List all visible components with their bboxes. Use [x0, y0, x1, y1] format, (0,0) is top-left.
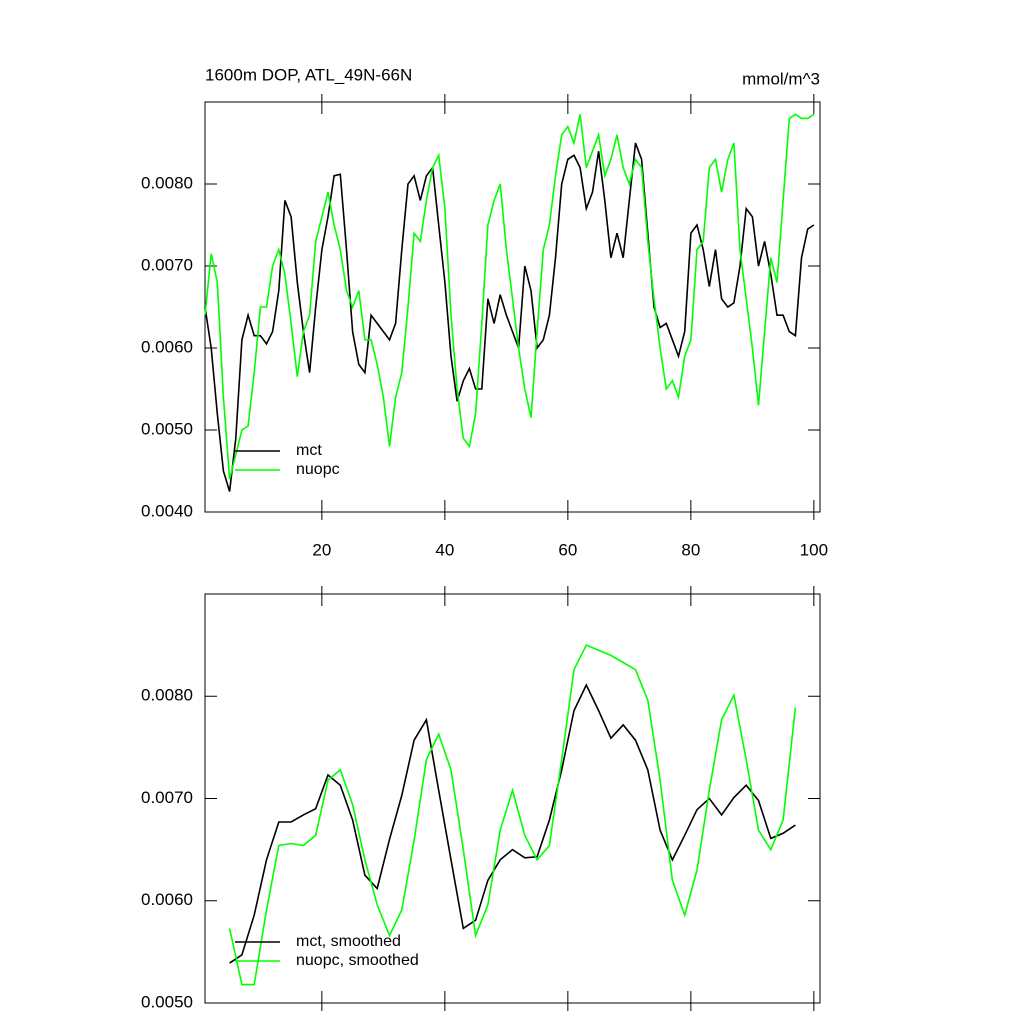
x-tick-label: 80 [681, 540, 700, 559]
legend-label: mct, smoothed [296, 933, 401, 950]
legend-label: mct [296, 442, 322, 459]
y-tick-label: 0.0080 [141, 686, 193, 705]
y-tick-label: 0.0060 [141, 890, 193, 909]
legend-label: nuopc, smoothed [296, 952, 419, 969]
data-line [204, 113, 815, 480]
y-tick-label: 0.0070 [141, 255, 193, 274]
legend-label: nuopc [296, 461, 340, 478]
y-tick-label: 0.0050 [141, 992, 193, 1011]
y-tick-label: 0.0060 [141, 337, 193, 356]
data-line [229, 683, 796, 964]
x-tick-label: 20 [312, 540, 331, 559]
y-tick-label: 0.0040 [141, 501, 193, 520]
x-tick-label: 60 [558, 540, 577, 559]
y-tick-label: 0.0070 [141, 788, 193, 807]
data-line [204, 142, 815, 492]
x-tick-label: 100 [800, 540, 828, 559]
units-label: mmol/m^3 [742, 69, 820, 88]
chart-title: 1600m DOP, ATL_49N-66N [205, 65, 412, 84]
y-tick-label: 0.0080 [141, 173, 193, 192]
x-tick-label: 40 [435, 540, 454, 559]
data-line [228, 644, 797, 986]
y-tick-label: 0.0050 [141, 419, 193, 438]
